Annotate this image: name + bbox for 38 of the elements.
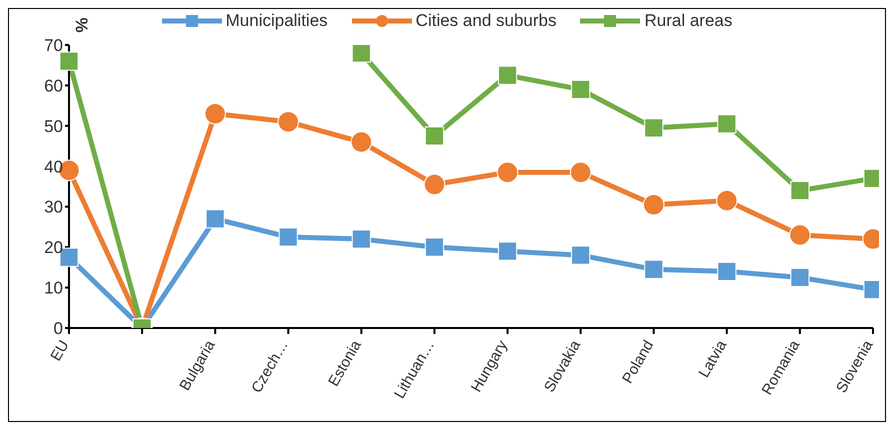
- legend-label: Municipalities: [226, 11, 328, 31]
- y-axis-title: %: [72, 17, 93, 33]
- point: [498, 66, 518, 85]
- point: [570, 162, 592, 184]
- point: [204, 103, 226, 124]
- y-tick-label: 60: [44, 76, 63, 96]
- legend-label: Cities and suburbs: [416, 11, 556, 31]
- point: [59, 52, 79, 71]
- x-tick-label: EU: [47, 338, 72, 364]
- point: [644, 118, 664, 138]
- point: [790, 268, 810, 288]
- point: [717, 114, 736, 134]
- y-tick-label: 70: [44, 36, 63, 56]
- point: [424, 174, 446, 196]
- y-tick-label: 50: [44, 116, 63, 136]
- point: [278, 227, 298, 247]
- legend-label: Rural areas: [644, 11, 732, 31]
- point: [716, 190, 738, 212]
- y-tick-label: 20: [44, 238, 63, 258]
- point: [350, 131, 372, 153]
- point: [498, 242, 518, 261]
- point: [571, 246, 590, 265]
- point: [644, 260, 664, 279]
- point: [789, 224, 811, 246]
- point: [278, 111, 300, 133]
- point: [717, 262, 736, 281]
- point: [424, 126, 444, 146]
- point: [496, 162, 518, 184]
- y-tick-label: 10: [44, 278, 63, 298]
- point: [642, 194, 664, 216]
- point: [352, 45, 371, 63]
- point: [790, 180, 810, 200]
- point: [571, 80, 590, 100]
- point: [206, 209, 225, 228]
- point: [352, 229, 371, 249]
- y-tick-label: 0: [54, 319, 63, 338]
- point: [424, 238, 444, 257]
- y-tick-label: 30: [44, 198, 63, 217]
